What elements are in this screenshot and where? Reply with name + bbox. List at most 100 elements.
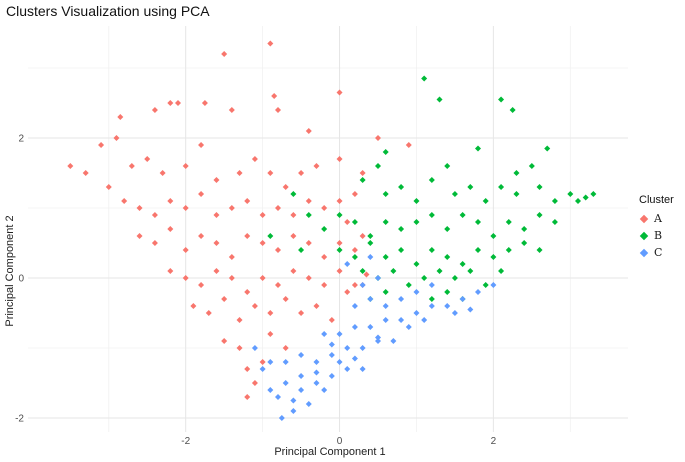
data-point [351,355,358,362]
data-point [213,177,220,183]
data-point [382,254,389,260]
data-point [159,170,166,176]
data-point [198,191,205,197]
data-point [267,233,274,239]
data-point [267,310,274,316]
data-point [390,268,397,274]
data-point [259,240,266,246]
data-point [151,240,158,246]
data-point [244,366,251,372]
data-point [498,268,505,274]
data-point [444,289,451,295]
data-point [413,310,420,316]
data-point [244,233,251,239]
data-point [244,198,251,204]
data-point [351,324,358,330]
data-point [198,282,205,288]
data-point [359,177,366,183]
data-point [413,219,420,225]
data-point [375,163,381,169]
data-point [405,324,412,330]
data-point [275,394,281,400]
data-point [475,289,481,295]
data-point [421,275,428,281]
data-point [482,198,489,204]
data-point [228,275,235,281]
data-point [267,40,274,47]
data-point [259,359,266,365]
data-point [521,240,528,246]
data-point [551,219,558,225]
data-point [413,198,420,204]
data-point [313,369,320,376]
data-point [459,212,466,218]
data-point [328,352,335,358]
data-point [567,191,574,197]
data-point [251,303,258,309]
data-point [344,289,351,295]
data-point [305,212,312,218]
data-point [590,191,597,197]
data-point [336,331,343,337]
data-point [490,233,497,239]
data-point [336,359,343,365]
data-point [428,282,435,288]
data-point [398,317,405,323]
data-point [282,359,289,365]
data-point [436,268,443,274]
data-point [382,191,389,197]
legend-title: Cluster [639,194,674,206]
data-point [267,331,274,337]
data-point [321,226,328,232]
data-point [278,415,285,421]
data-point [359,170,366,176]
x-axis-ticks: -2 0 2 [181,436,496,447]
data-point [513,170,520,176]
data-point [259,366,266,372]
data-point [451,191,458,197]
data-point [321,331,328,337]
legend-swatch [639,231,649,241]
data-point [363,271,370,278]
y-axis-ticks: -2 0 2 [15,134,24,425]
data-point [428,247,435,253]
data-point [282,296,289,302]
data-point [398,247,405,253]
data-point [367,296,374,302]
data-point [213,212,220,218]
data-point [267,170,274,176]
data-point [544,145,551,152]
data-point [367,240,374,246]
data-point [305,128,312,134]
data-point [136,233,143,239]
data-point [398,296,405,302]
data-point [344,261,351,267]
data-point [475,247,481,253]
data-point [490,254,497,260]
data-point [336,156,343,162]
data-point [275,205,281,211]
data-point [298,170,305,176]
data-point [359,366,366,372]
data-point [105,184,112,190]
data-point [444,303,451,309]
data-point [267,359,274,365]
data-point [305,401,312,407]
data-point [136,205,143,211]
data-point [467,306,474,313]
data-point [375,135,381,141]
data-point [128,163,135,169]
legend-item-C: C [639,244,674,261]
data-point [375,338,381,344]
data-point [298,310,305,316]
data-point [367,233,374,239]
data-point [271,93,278,99]
data-point [475,219,481,225]
data-point [351,247,358,253]
data-point [444,226,451,232]
data-points [67,40,597,421]
data-point [351,191,358,197]
data-point [167,100,174,106]
x-tick-label: -2 [181,436,190,447]
